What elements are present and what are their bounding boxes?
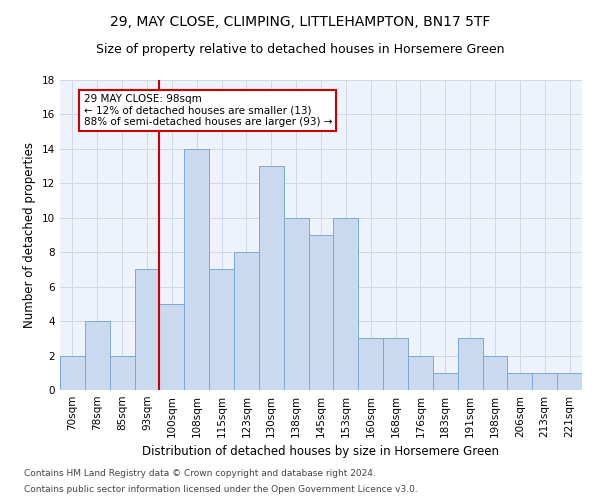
Bar xyxy=(383,338,408,390)
Bar xyxy=(134,270,160,390)
Bar xyxy=(557,373,582,390)
Bar xyxy=(259,166,284,390)
Bar xyxy=(508,373,532,390)
Bar xyxy=(209,270,234,390)
Text: Contains HM Land Registry data © Crown copyright and database right 2024.: Contains HM Land Registry data © Crown c… xyxy=(24,468,376,477)
Bar xyxy=(184,149,209,390)
Bar xyxy=(284,218,308,390)
Text: Size of property relative to detached houses in Horsemere Green: Size of property relative to detached ho… xyxy=(96,42,504,56)
Text: 29 MAY CLOSE: 98sqm
← 12% of detached houses are smaller (13)
88% of semi-detach: 29 MAY CLOSE: 98sqm ← 12% of detached ho… xyxy=(83,94,332,127)
Y-axis label: Number of detached properties: Number of detached properties xyxy=(23,142,37,328)
Bar xyxy=(110,356,134,390)
Bar xyxy=(532,373,557,390)
Bar xyxy=(458,338,482,390)
Bar xyxy=(160,304,184,390)
Bar xyxy=(334,218,358,390)
Bar xyxy=(234,252,259,390)
Bar xyxy=(358,338,383,390)
Bar xyxy=(85,321,110,390)
Bar xyxy=(408,356,433,390)
Bar xyxy=(482,356,508,390)
Bar xyxy=(60,356,85,390)
Bar xyxy=(308,235,334,390)
X-axis label: Distribution of detached houses by size in Horsemere Green: Distribution of detached houses by size … xyxy=(143,446,499,458)
Text: 29, MAY CLOSE, CLIMPING, LITTLEHAMPTON, BN17 5TF: 29, MAY CLOSE, CLIMPING, LITTLEHAMPTON, … xyxy=(110,15,490,29)
Bar xyxy=(433,373,458,390)
Text: Contains public sector information licensed under the Open Government Licence v3: Contains public sector information licen… xyxy=(24,485,418,494)
